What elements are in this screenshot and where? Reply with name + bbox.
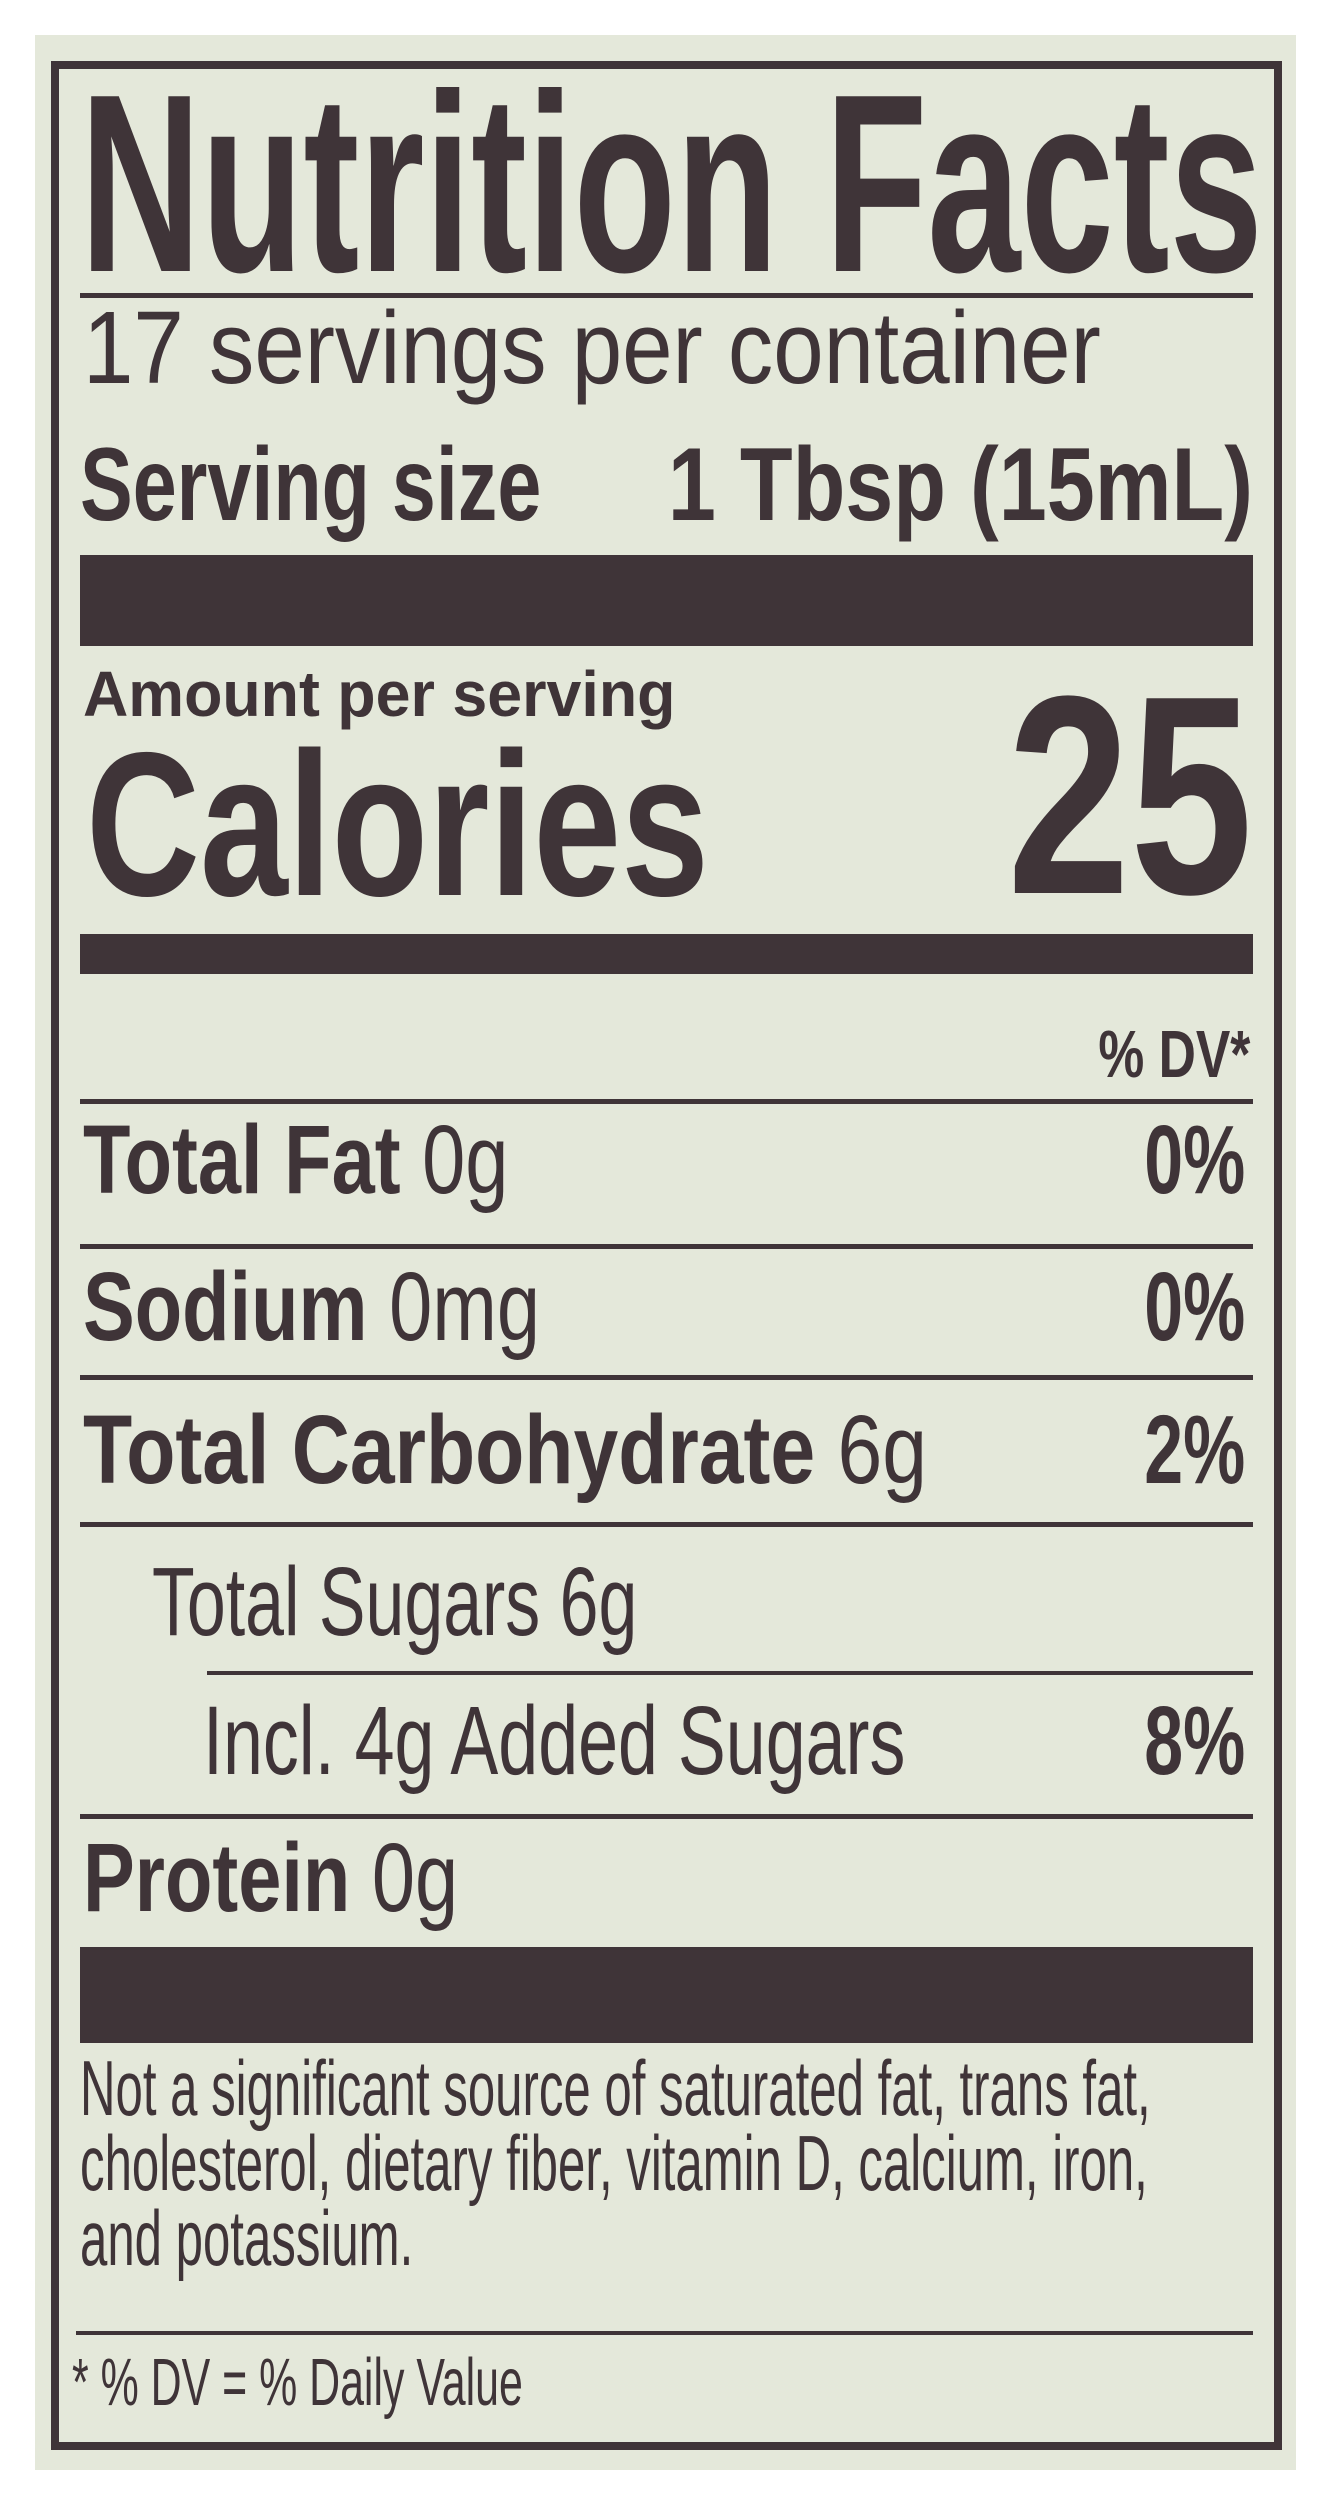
amount-per-serving: Amount per serving: [83, 658, 676, 730]
nutrient-amount: 0mg: [389, 1252, 541, 1361]
nutrient-name: Sodium: [83, 1252, 368, 1361]
row-divider: [80, 1375, 1253, 1380]
nutrient-row-total-fat: Total Fat 0g: [83, 1111, 508, 1208]
daily-value-note: * % DV = % Daily Value: [72, 2345, 523, 2420]
calories-value: 25: [1007, 637, 1253, 953]
calories-bar: [80, 934, 1253, 974]
nutrient-name: Total Fat: [83, 1105, 401, 1214]
title: Nutrition Facts: [80, 41, 1263, 325]
nutrient-row-total-carbohydrate: Total Carbohydrate 6g: [83, 1401, 927, 1498]
dv-divider: [80, 1099, 1253, 1104]
footnote-line-3: and potassium.: [80, 2194, 414, 2282]
nutrient-dv-total-carbohydrate: 2%: [1144, 1395, 1245, 1504]
nutrient-amount: 0g: [422, 1105, 509, 1214]
nutrient-row-protein: Protein 0g: [83, 1829, 458, 1926]
nutrient-dv-sodium: 0%: [1144, 1252, 1245, 1361]
serving-size-label: Serving size: [80, 427, 542, 543]
nutrient-row-sodium: Sodium 0mg: [83, 1258, 540, 1355]
serving-size-value: 1 Tbsp (15mL): [667, 427, 1253, 543]
footnote-divider: [76, 2331, 1253, 2335]
footnote-line-1: Not a significant source of saturated fa…: [80, 2044, 1151, 2132]
nutrient-row-total-sugars: Total Sugars 6g: [152, 1547, 638, 1656]
row-divider: [80, 1522, 1253, 1527]
nutrient-amount: 6g: [837, 1395, 928, 1504]
nutrient-name: Protein: [83, 1823, 351, 1932]
nutrient-dv-total-fat: 0%: [1144, 1105, 1245, 1214]
thick-bar-bottom: [80, 1947, 1253, 2043]
row-divider: [80, 1244, 1253, 1249]
servings-per-container: 17 servings per container: [83, 290, 1101, 405]
nutrition-facts-panel: [51, 61, 1282, 2450]
thick-bar-top: [80, 555, 1253, 646]
nutrient-amount: 0g: [371, 1823, 459, 1932]
row-divider-indented: [207, 1671, 1253, 1675]
label-background: [35, 35, 1296, 2470]
calories-label: Calories: [86, 710, 709, 939]
nutrient-row-added-sugars: Incl. 4g Added Sugars: [203, 1686, 906, 1795]
row-divider: [80, 1814, 1253, 1819]
nutrient-dv-added-sugars: 8%: [1144, 1686, 1245, 1795]
footnote-line-2: cholesterol, dietary fiber, vitamin D, c…: [80, 2119, 1148, 2207]
dv-header: % DV*: [1098, 1017, 1250, 1092]
title-divider: [80, 293, 1253, 298]
nutrient-name: Total Carbohydrate: [83, 1395, 816, 1504]
